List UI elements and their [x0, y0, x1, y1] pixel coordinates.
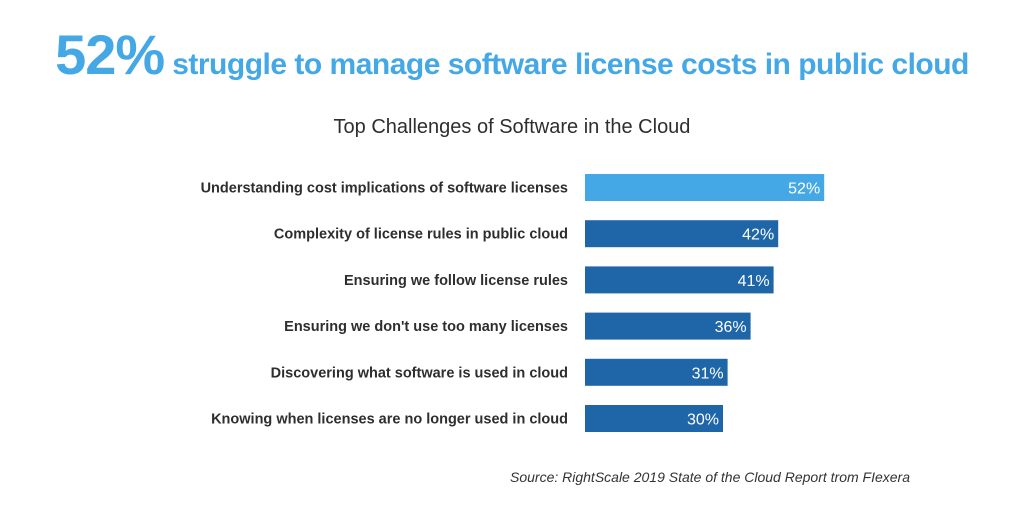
bar-5: [585, 358, 728, 386]
headline: 52% struggle to manage software license c…: [0, 22, 1024, 87]
value-label-4: 36%: [715, 319, 747, 336]
bar-2: [585, 220, 779, 248]
category-label-2: Complexity of license rules in public cl…: [274, 227, 568, 243]
bar-1: [585, 174, 825, 201]
headline-text: struggle to manage software license cost…: [172, 48, 969, 81]
bar-4: [585, 312, 751, 340]
headline-stat: 52%: [55, 23, 165, 86]
category-label-3: Ensuring we follow license rules: [344, 273, 568, 289]
value-label-1: 52%: [788, 181, 820, 198]
category-label-6: Knowing when licenses are no longer used…: [211, 412, 568, 428]
value-label-5: 31%: [692, 365, 724, 382]
category-label-4: Ensuring we don't use too many licenses: [284, 319, 568, 335]
value-label-2: 42%: [742, 227, 774, 244]
chart-title: Top Challenges of Software in the Cloud: [333, 116, 691, 138]
category-label-5: Discovering what software is used in clo…: [271, 365, 568, 381]
value-label-3: 41%: [738, 273, 770, 290]
bar-6: [585, 405, 723, 432]
category-label-1: Understanding cost implications of softw…: [201, 181, 568, 197]
source-note: Source: RightScale 2019 State of the Clo…: [510, 469, 910, 485]
value-label-6: 30%: [687, 412, 719, 429]
bar-3: [585, 266, 774, 294]
